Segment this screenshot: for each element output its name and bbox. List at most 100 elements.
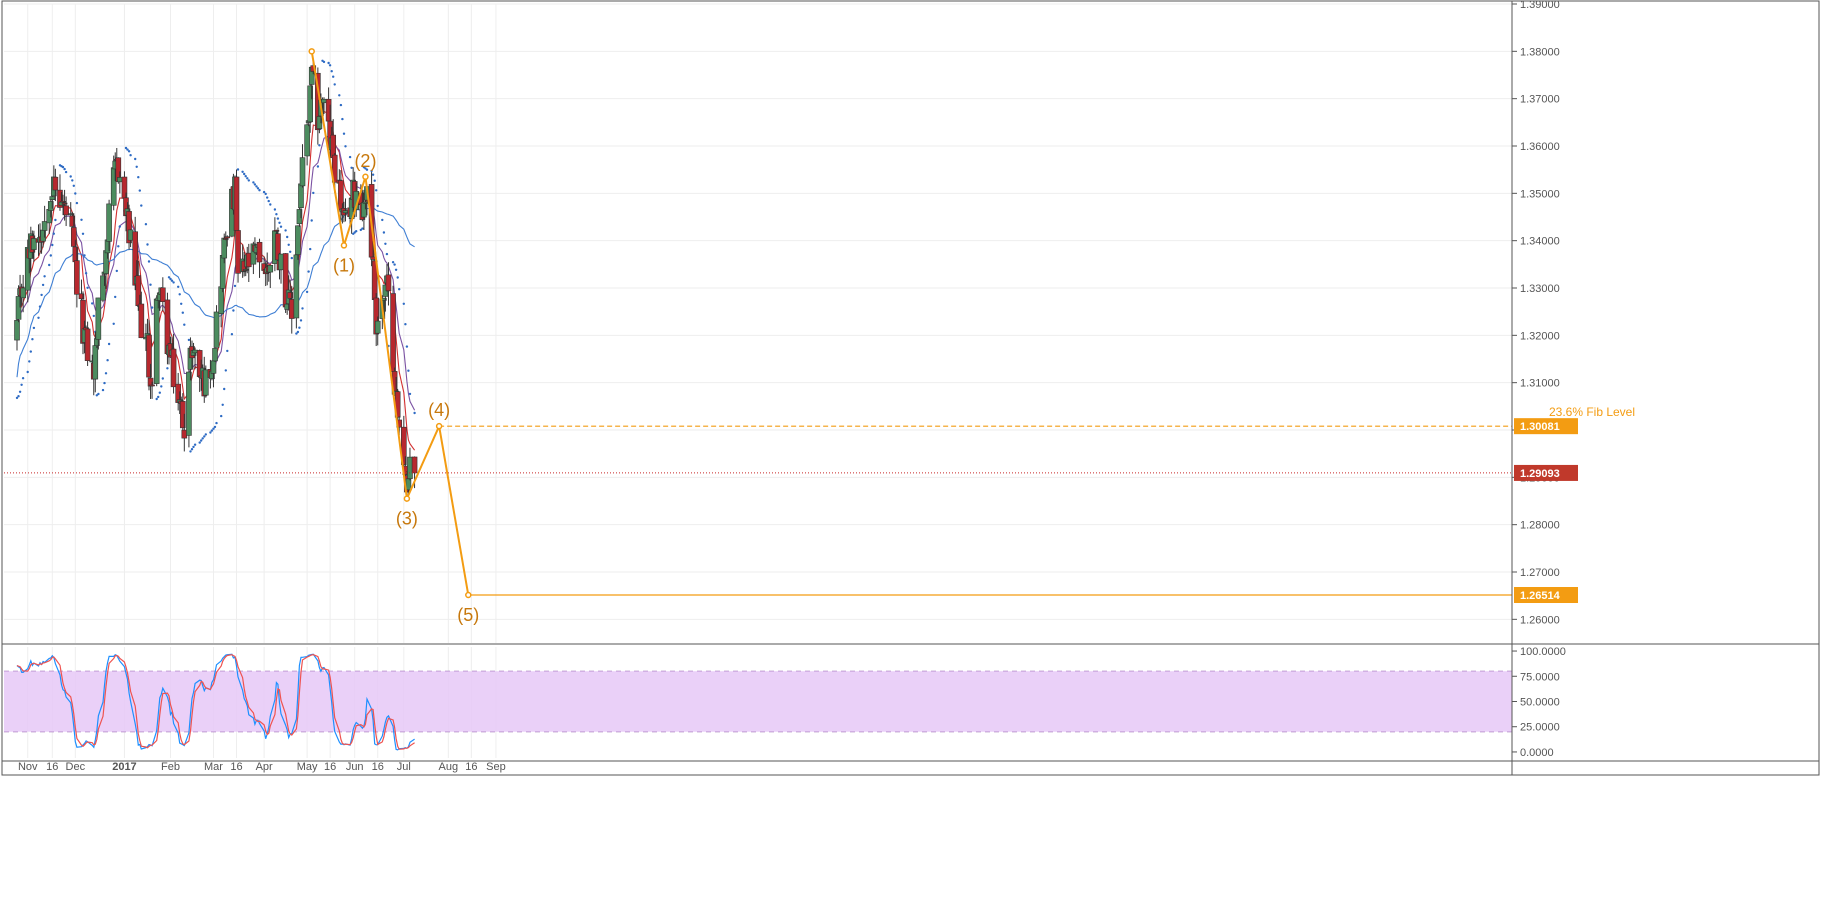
candle[interactable]: [275, 227, 281, 267]
candle[interactable]: [153, 295, 160, 387]
candle[interactable]: [293, 251, 300, 329]
candle[interactable]: [267, 264, 274, 288]
candle[interactable]: [213, 305, 220, 348]
candle[interactable]: [80, 291, 86, 355]
candle-body: [49, 196, 56, 200]
psar-dot: [209, 431, 212, 434]
candle[interactable]: [74, 246, 80, 308]
psar-dot: [204, 433, 207, 436]
candle[interactable]: [222, 231, 229, 241]
candle[interactable]: [67, 202, 74, 216]
candle[interactable]: [390, 285, 396, 380]
candle-body: [138, 303, 145, 339]
wave-point: [362, 173, 369, 181]
candle[interactable]: [20, 274, 26, 313]
candle[interactable]: [224, 235, 231, 247]
candle[interactable]: [70, 213, 77, 251]
candle[interactable]: [61, 189, 68, 221]
psar-dot: [226, 349, 229, 353]
candle[interactable]: [233, 169, 240, 239]
candle-body: [321, 98, 327, 104]
psar-dot: [359, 228, 362, 232]
candle-body: [153, 298, 160, 384]
candle[interactable]: [179, 393, 186, 434]
candle[interactable]: [160, 277, 166, 312]
candle-body: [74, 260, 80, 295]
wave-point: [435, 422, 443, 430]
psar-dot: [17, 395, 20, 398]
psar-dot: [84, 272, 88, 275]
psar-dot: [381, 218, 384, 222]
candle[interactable]: [78, 279, 85, 304]
candle-body: [15, 296, 22, 320]
psar-dot: [29, 350, 32, 353]
psar-dot: [344, 145, 347, 148]
psar-dot: [396, 276, 399, 279]
psar-dot: [192, 445, 195, 449]
psar-dot: [278, 221, 281, 224]
psar-dot: [382, 231, 386, 234]
psar-dot: [402, 302, 405, 305]
candle[interactable]: [52, 168, 59, 202]
candle[interactable]: [31, 230, 37, 263]
psar-dot: [394, 268, 398, 271]
candle[interactable]: [304, 122, 310, 166]
candle-body: [126, 211, 132, 244]
candle[interactable]: [299, 144, 306, 188]
psar-dot: [247, 179, 250, 182]
target-price-tag-box: [1514, 587, 1578, 604]
candle[interactable]: [203, 365, 209, 398]
candle-body: [390, 293, 396, 372]
psar-dot: [193, 443, 197, 446]
psar-dot: [296, 330, 300, 334]
psar-dot: [169, 277, 172, 281]
psar-dot: [332, 75, 335, 78]
candle[interactable]: [95, 297, 102, 350]
psar-dot: [69, 175, 72, 178]
candle[interactable]: [296, 205, 303, 227]
stoch-d-line: [16, 653, 415, 750]
candle[interactable]: [401, 415, 407, 474]
candle[interactable]: [235, 229, 241, 283]
candle-body: [192, 349, 198, 354]
last-price-tag-text: 1.29093: [1520, 468, 1560, 480]
candle[interactable]: [138, 291, 145, 339]
psar-dot: [86, 286, 89, 289]
candle-body: [123, 197, 129, 217]
candle-body: [67, 213, 74, 215]
candle[interactable]: [47, 196, 54, 218]
time-tick-label: May: [297, 761, 318, 773]
candle[interactable]: [106, 199, 112, 252]
candle-body: [100, 275, 106, 301]
candle[interactable]: [295, 225, 301, 260]
psar-dot: [200, 439, 203, 442]
price-tick-label: 1.26000: [1520, 614, 1560, 626]
candle[interactable]: [41, 205, 48, 238]
candle[interactable]: [100, 273, 106, 303]
candle-body: [117, 177, 123, 183]
candle[interactable]: [126, 204, 132, 250]
psar-dot: [364, 167, 367, 170]
candle[interactable]: [84, 321, 91, 366]
candle[interactable]: [149, 381, 155, 399]
stoch-tick-label: 25.0000: [1520, 722, 1560, 734]
candle-body: [61, 202, 68, 205]
candle[interactable]: [170, 333, 177, 394]
candle[interactable]: [256, 238, 263, 278]
candle[interactable]: [374, 316, 381, 346]
candle-body: [267, 264, 274, 273]
candle[interactable]: [63, 196, 69, 227]
candle[interactable]: [60, 194, 66, 216]
candle[interactable]: [14, 315, 20, 351]
wave-label: (2): [354, 151, 376, 171]
candle-body: [92, 345, 99, 380]
psar-dot: [43, 275, 46, 278]
candle[interactable]: [385, 262, 392, 306]
psar-dot: [339, 103, 343, 107]
candle[interactable]: [186, 358, 192, 448]
price-tick-label: 1.27000: [1520, 567, 1560, 579]
candle[interactable]: [373, 293, 379, 347]
